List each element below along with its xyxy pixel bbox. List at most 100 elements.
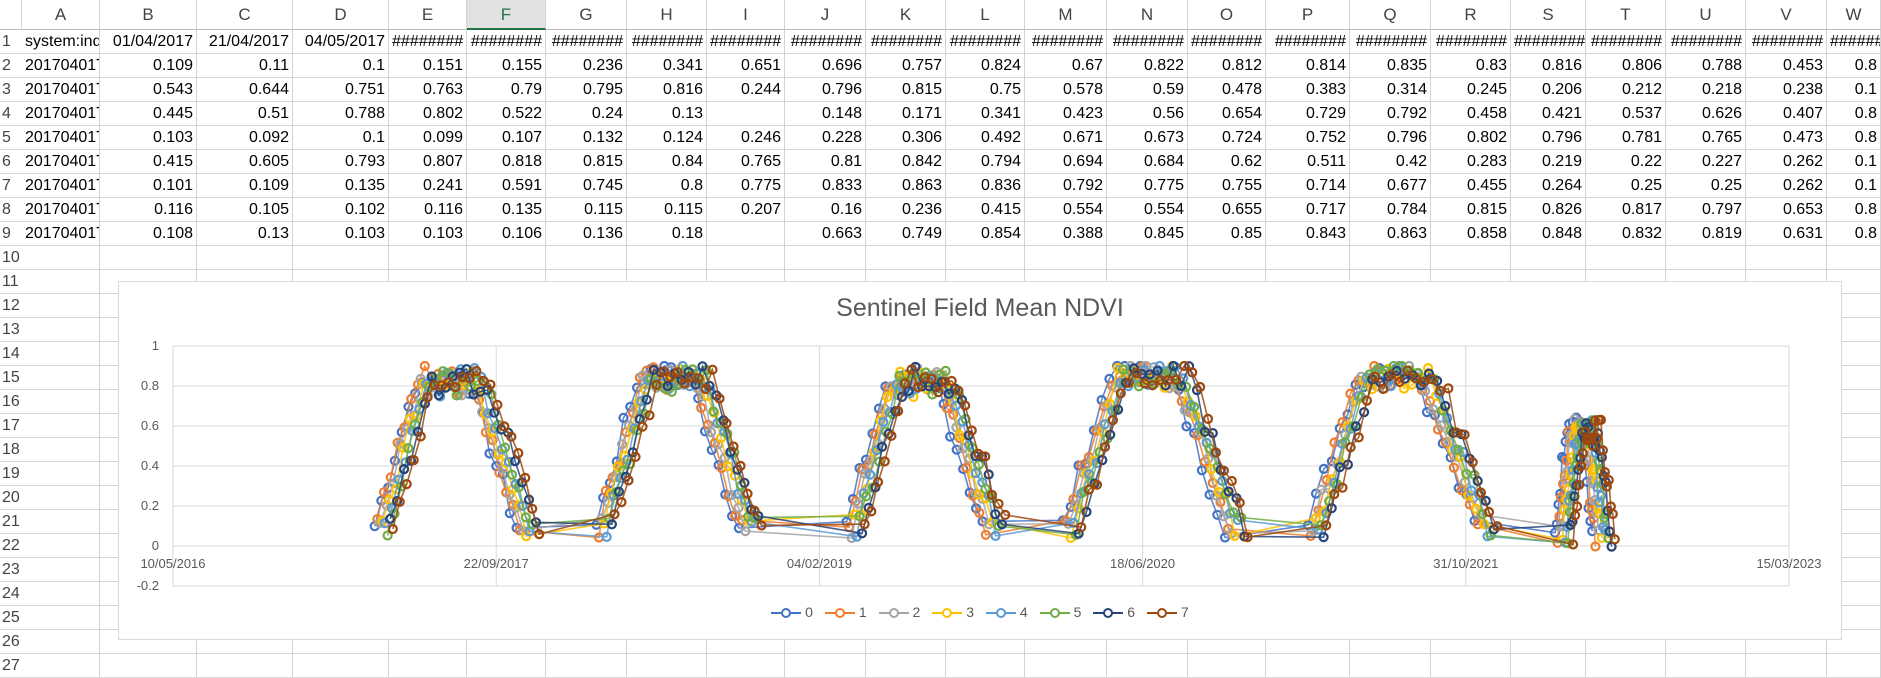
cell-a14[interactable]: [22, 342, 100, 366]
cell-p10[interactable]: [1266, 246, 1350, 270]
cell-g26[interactable]: [546, 630, 627, 654]
cell-t7[interactable]: 0.25: [1586, 174, 1666, 198]
cell-v27[interactable]: [1746, 654, 1827, 678]
cell-d8[interactable]: 0.102: [293, 198, 389, 222]
cell-l26[interactable]: [946, 630, 1025, 654]
row-header-19[interactable]: 19: [0, 462, 22, 486]
row-header-25[interactable]: 25: [0, 606, 22, 630]
cell-j9[interactable]: 0.663: [785, 222, 866, 246]
cell-w7[interactable]: 0.1: [1827, 174, 1881, 198]
cell-r6[interactable]: 0.283: [1431, 150, 1511, 174]
cell-t8[interactable]: 0.817: [1586, 198, 1666, 222]
cell-j1[interactable]: ########: [785, 30, 866, 54]
cell-l6[interactable]: 0.794: [946, 150, 1025, 174]
cell-o2[interactable]: 0.812: [1188, 54, 1266, 78]
cell-j3[interactable]: 0.796: [785, 78, 866, 102]
cell-j7[interactable]: 0.833: [785, 174, 866, 198]
cell-a6[interactable]: 20170401T: [22, 150, 100, 174]
cell-a3[interactable]: 20170401T: [22, 78, 100, 102]
cell-w4[interactable]: 0.8: [1827, 102, 1881, 126]
cell-b4[interactable]: 0.445: [100, 102, 197, 126]
cell-e26[interactable]: [389, 630, 467, 654]
cell-h27[interactable]: [627, 654, 707, 678]
cell-p4[interactable]: 0.729: [1266, 102, 1350, 126]
cell-c2[interactable]: 0.11: [197, 54, 293, 78]
cell-v7[interactable]: 0.262: [1746, 174, 1827, 198]
cell-b27[interactable]: [100, 654, 197, 678]
cell-m7[interactable]: 0.792: [1025, 174, 1107, 198]
cell-s2[interactable]: 0.816: [1511, 54, 1586, 78]
cell-o7[interactable]: 0.755: [1188, 174, 1266, 198]
row-header-20[interactable]: 20: [0, 486, 22, 510]
cell-f7[interactable]: 0.591: [467, 174, 546, 198]
column-header-u[interactable]: U: [1666, 0, 1746, 30]
column-header-c[interactable]: C: [197, 0, 293, 30]
cell-n8[interactable]: 0.554: [1107, 198, 1188, 222]
cell-n2[interactable]: 0.822: [1107, 54, 1188, 78]
cell-t9[interactable]: 0.832: [1586, 222, 1666, 246]
cell-r7[interactable]: 0.455: [1431, 174, 1511, 198]
cell-q2[interactable]: 0.835: [1350, 54, 1431, 78]
cell-l27[interactable]: [946, 654, 1025, 678]
column-header-r[interactable]: R: [1431, 0, 1511, 30]
cell-r10[interactable]: [1431, 246, 1511, 270]
cell-f8[interactable]: 0.135: [467, 198, 546, 222]
cell-g6[interactable]: 0.815: [546, 150, 627, 174]
cell-k9[interactable]: 0.749: [866, 222, 946, 246]
cell-g9[interactable]: 0.136: [546, 222, 627, 246]
cell-f6[interactable]: 0.818: [467, 150, 546, 174]
cell-t2[interactable]: 0.806: [1586, 54, 1666, 78]
row-header-10[interactable]: 10: [0, 246, 22, 270]
cell-d4[interactable]: 0.788: [293, 102, 389, 126]
cell-c9[interactable]: 0.13: [197, 222, 293, 246]
cell-f3[interactable]: 0.79: [467, 78, 546, 102]
cell-h1[interactable]: ########: [627, 30, 707, 54]
cell-j4[interactable]: 0.148: [785, 102, 866, 126]
cell-m2[interactable]: 0.67: [1025, 54, 1107, 78]
cell-n6[interactable]: 0.684: [1107, 150, 1188, 174]
cell-h5[interactable]: 0.124: [627, 126, 707, 150]
cell-h10[interactable]: [627, 246, 707, 270]
cell-h8[interactable]: 0.115: [627, 198, 707, 222]
cell-o1[interactable]: ########: [1188, 30, 1266, 54]
cell-f1[interactable]: ########: [467, 30, 546, 54]
cell-j6[interactable]: 0.81: [785, 150, 866, 174]
cell-s8[interactable]: 0.826: [1511, 198, 1586, 222]
cell-i3[interactable]: 0.244: [707, 78, 785, 102]
column-header-v[interactable]: V: [1746, 0, 1827, 30]
cell-h9[interactable]: 0.18: [627, 222, 707, 246]
row-header-4[interactable]: 4: [0, 102, 22, 126]
cell-s7[interactable]: 0.264: [1511, 174, 1586, 198]
cell-k27[interactable]: [866, 654, 946, 678]
cell-a25[interactable]: [22, 606, 100, 630]
cell-u27[interactable]: [1666, 654, 1746, 678]
cell-n7[interactable]: 0.775: [1107, 174, 1188, 198]
cell-t6[interactable]: 0.22: [1586, 150, 1666, 174]
cell-o3[interactable]: 0.478: [1188, 78, 1266, 102]
cell-l3[interactable]: 0.75: [946, 78, 1025, 102]
cell-q5[interactable]: 0.796: [1350, 126, 1431, 150]
cell-c4[interactable]: 0.51: [197, 102, 293, 126]
cell-u4[interactable]: 0.626: [1666, 102, 1746, 126]
cell-w1[interactable]: ########: [1827, 30, 1881, 54]
cell-g10[interactable]: [546, 246, 627, 270]
row-header-3[interactable]: 3: [0, 78, 22, 102]
cell-l9[interactable]: 0.854: [946, 222, 1025, 246]
cell-l7[interactable]: 0.836: [946, 174, 1025, 198]
cell-r1[interactable]: ########: [1431, 30, 1511, 54]
cell-s1[interactable]: ########: [1511, 30, 1586, 54]
cell-c27[interactable]: [197, 654, 293, 678]
cell-a27[interactable]: [22, 654, 100, 678]
cell-v4[interactable]: 0.407: [1746, 102, 1827, 126]
cell-a1[interactable]: system:ind: [22, 30, 100, 54]
column-header-t[interactable]: T: [1586, 0, 1666, 30]
cell-g8[interactable]: 0.115: [546, 198, 627, 222]
row-header-13[interactable]: 13: [0, 318, 22, 342]
cell-w8[interactable]: 0.8: [1827, 198, 1881, 222]
column-header-e[interactable]: E: [389, 0, 467, 30]
cell-r3[interactable]: 0.245: [1431, 78, 1511, 102]
cell-n1[interactable]: ########: [1107, 30, 1188, 54]
row-header-15[interactable]: 15: [0, 366, 22, 390]
cell-l8[interactable]: 0.415: [946, 198, 1025, 222]
cell-r8[interactable]: 0.815: [1431, 198, 1511, 222]
